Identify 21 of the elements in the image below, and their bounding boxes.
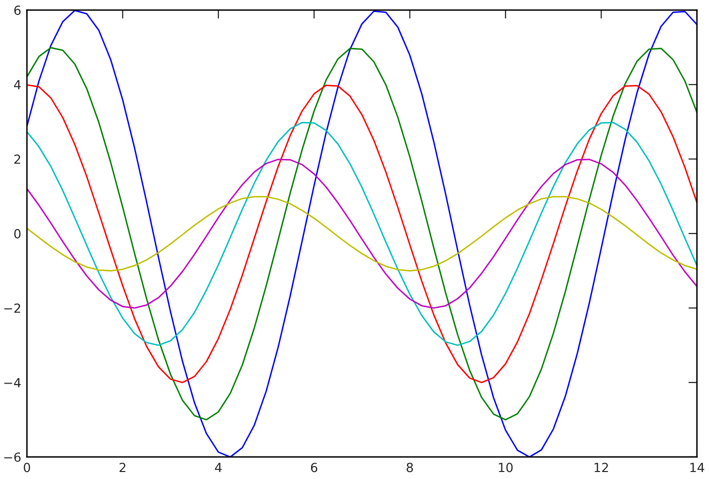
- line-series: [26, 196, 697, 272]
- x-tick-label: 14: [690, 462, 704, 472]
- y-tick-label: 6: [14, 6, 21, 15]
- x-tick-label: 2: [120, 462, 126, 472]
- line-series: [26, 158, 697, 309]
- y-tick-label: 2: [14, 154, 20, 164]
- y-tick-label: −6: [4, 452, 21, 462]
- line-series: [26, 84, 697, 384]
- x-tick-label: 0: [24, 462, 30, 472]
- y-tick-label: −2: [4, 303, 20, 313]
- line-series: [26, 122, 697, 346]
- y-tick-label: 4: [14, 80, 21, 90]
- line-series: [26, 46, 697, 420]
- x-tick-label: 4: [215, 462, 222, 472]
- x-tick-label: 6: [310, 462, 318, 472]
- x-tick-label: 8: [406, 462, 413, 472]
- line-series: [26, 10, 697, 457]
- x-tick-label: 10: [498, 462, 513, 472]
- y-tick-label: 0: [14, 228, 21, 238]
- y-tick-label: −4: [4, 378, 21, 388]
- x-tick-label: 12: [594, 462, 608, 472]
